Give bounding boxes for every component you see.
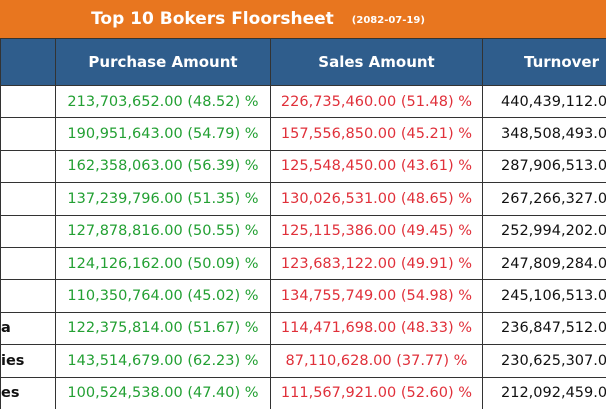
turnover-cell: 236,847,512.0 [482, 311, 606, 346]
table-body: 213,703,652.00 (48.52) % 226,735,460.00 (… [0, 84, 606, 409]
column-header: Sales Amount [270, 38, 483, 86]
purchase-cell: 124,126,162.00 (50.09) % [55, 246, 271, 281]
broker-cell: a [0, 311, 56, 346]
table-row: es 100,524,538.00 (47.40) % 111,567,921.00… [0, 376, 606, 409]
turnover-cell: 247,809,284.0 [482, 246, 606, 281]
turnover-cell: 252,994,202.0 [482, 214, 606, 248]
broker-cell [0, 279, 56, 313]
table: Purchase Amount Sales Amount Turnover 213,… [0, 38, 606, 409]
turnover-cell: 440,439,112.0 [482, 84, 606, 119]
table-row: 124,126,162.00 (50.09) % 123,683,122.00 (… [0, 246, 606, 281]
broker-cell [0, 246, 56, 281]
table-row: 137,239,796.00 (51.35) % 130,026,531.00 (… [0, 182, 606, 216]
broker-cell [0, 149, 56, 184]
table-row: 190,951,643.00 (54.79) % 157,556,850.00 (… [0, 117, 606, 151]
table-row: 127,878,816.00 (50.55) % 125,115,386.00 (… [0, 214, 606, 248]
sales-cell: 114,471,698.00 (48.33) % [270, 311, 483, 346]
turnover-cell: 230,625,307.0 [482, 344, 606, 378]
column-header: Turnover [482, 38, 606, 86]
column-header: Purchase Amount [55, 38, 271, 86]
turnover-cell: 212,092,459.0 [482, 376, 606, 409]
purchase-cell: 122,375,814.00 (51.67) % [55, 311, 271, 346]
purchase-cell: 127,878,816.00 (50.55) % [55, 214, 271, 248]
broker-cell [0, 84, 56, 119]
turnover-cell: 348,508,493.0 [482, 117, 606, 151]
table-row: 213,703,652.00 (48.52) % 226,735,460.00 (… [0, 84, 606, 119]
broker-cell: ies [0, 344, 56, 378]
purchase-cell: 143,514,679.00 (62.23) % [55, 344, 271, 378]
header-cell [0, 38, 56, 86]
table-row: 162,358,063.00 (56.39) % 125,548,450.00 (… [0, 149, 606, 184]
title-bar: Top 10 Bokers Floorsheet (2082-07-19) [0, 0, 606, 38]
broker-cell: es [0, 376, 56, 409]
sales-cell: 134,755,749.00 (54.98) % [270, 279, 483, 313]
broker-cell [0, 182, 56, 216]
broker-cell [0, 117, 56, 151]
turnover-cell: 267,266,327.0 [482, 182, 606, 216]
sales-cell: 226,735,460.00 (51.48) % [270, 84, 483, 119]
sales-cell: 125,548,450.00 (43.61) % [270, 149, 483, 184]
table-row: a 122,375,814.00 (51.67) % 114,471,698.00 … [0, 311, 606, 346]
purchase-cell: 190,951,643.00 (54.79) % [55, 117, 271, 151]
sales-cell: 111,567,921.00 (52.60) % [270, 376, 483, 409]
purchase-cell: 213,703,652.00 (48.52) % [55, 84, 271, 119]
purchase-cell: 110,350,764.00 (45.02) % [55, 279, 271, 313]
sales-cell: 87,110,628.00 (37.77) % [270, 344, 483, 378]
table-row: ies 143,514,679.00 (62.23) % 87,110,628.00… [0, 344, 606, 378]
turnover-cell: 287,906,513.0 [482, 149, 606, 184]
table-row: 110,350,764.00 (45.02) % 134,755,749.00 (… [0, 279, 606, 313]
sales-cell: 157,556,850.00 (45.21) % [270, 117, 483, 151]
broker-cell [0, 214, 56, 248]
title: Top 10 Bokers Floorsheet [91, 9, 334, 29]
sales-cell: 125,115,386.00 (49.45) % [270, 214, 483, 248]
turnover-cell: 245,106,513.0 [482, 279, 606, 313]
date: (2082-07-19) [351, 14, 425, 26]
sales-cell: 123,683,122.00 (49.91) % [270, 246, 483, 281]
purchase-cell: 162,358,063.00 (56.39) % [55, 149, 271, 184]
header-row: Purchase Amount Sales Amount Turnover [0, 38, 606, 86]
purchase-cell: 137,239,796.00 (51.35) % [55, 182, 271, 216]
purchase-cell: 100,524,538.00 (47.40) % [55, 376, 271, 409]
sales-cell: 130,026,531.00 (48.65) % [270, 182, 483, 216]
